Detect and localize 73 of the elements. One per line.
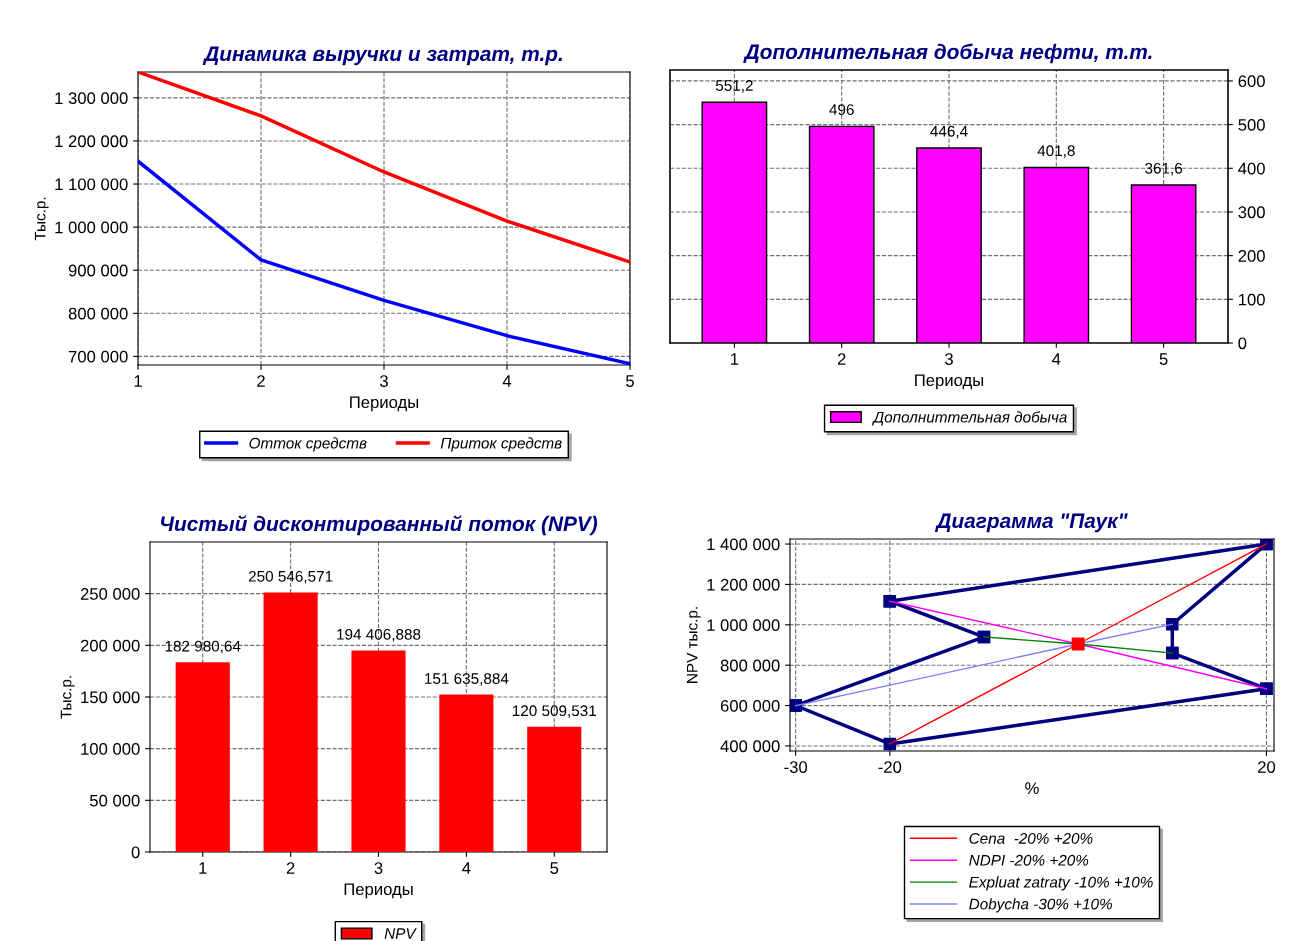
data-label: 250 546,571 xyxy=(248,570,333,584)
y-axis-title: Тыс.р. xyxy=(60,676,75,719)
y2-tick-label: 300 xyxy=(1238,206,1265,219)
y2-tick-label: 600 xyxy=(1238,75,1265,88)
x-tick-label: 3 xyxy=(380,375,388,387)
y-tick-label: 800 000 xyxy=(720,659,780,672)
y-tick-label: 1 000 000 xyxy=(707,619,780,632)
y-tick-label: 1 100 000 xyxy=(55,178,128,191)
y-tick-label: 100 000 xyxy=(81,743,140,755)
data-label: 361,6 xyxy=(1145,162,1183,176)
y-tick-label: 900 000 xyxy=(68,264,128,277)
chart-title: Диаграмма "Паук" xyxy=(934,513,1128,533)
x-tick-label: 4 xyxy=(462,862,471,874)
y2-tick-label: 500 xyxy=(1238,119,1265,131)
x-tick-label: 2 xyxy=(837,353,846,365)
chart-title: Динамика выручки и затрат, т.р. xyxy=(202,46,562,66)
x-tick-label: 20 xyxy=(1258,761,1276,773)
y-axis-title: NPV тыс.р. xyxy=(686,607,701,683)
y-tick-label: 400 000 xyxy=(720,740,780,753)
y-tick-label: 1 000 000 xyxy=(55,221,128,234)
legend-label: Cena -20% +20% xyxy=(969,832,1093,844)
data-label: 446,4 xyxy=(930,125,968,139)
legend-label: Expluat zatraty -10% +10% xyxy=(969,876,1153,891)
x-tick-label: 4 xyxy=(1052,353,1061,365)
y-tick-label: 150 000 xyxy=(81,691,140,704)
data-label: 151 635,884 xyxy=(425,673,509,686)
legend-label: Dobycha -30% +10% xyxy=(969,898,1112,913)
x-tick-label: 3 xyxy=(374,862,383,874)
y-tick-label: 1 300 000 xyxy=(55,92,128,105)
x-axis-title: Периоды xyxy=(350,396,419,412)
x-tick-label: -20 xyxy=(878,761,902,773)
x-tick-label: 1 xyxy=(199,862,207,874)
data-label: 120 509,531 xyxy=(512,705,597,718)
y2-tick-label: 0 xyxy=(1238,337,1247,350)
x-tick-label: -30 xyxy=(784,761,808,773)
x-tick-label: 5 xyxy=(626,375,634,387)
data-label: 496 xyxy=(829,104,854,115)
x-axis-title: Периоды xyxy=(344,883,413,899)
chart-title: Чистый дисконтированный поток (NPV) xyxy=(161,515,598,536)
legend-label: Дополниттельная добыча xyxy=(872,411,1067,426)
x-axis-title: Периоды xyxy=(915,374,984,390)
x-axis-title: % xyxy=(1025,782,1039,794)
y-tick-label: 200 000 xyxy=(80,639,140,652)
legend-label: NPV xyxy=(384,928,417,939)
data-label: 551,2 xyxy=(715,80,753,93)
x-tick-label: 2 xyxy=(257,375,265,387)
y-tick-label: 250 000 xyxy=(80,588,140,600)
y2-tick-label: 200 xyxy=(1238,250,1265,262)
x-tick-label: 3 xyxy=(945,353,953,365)
data-label: 194 406,888 xyxy=(337,628,421,642)
y-tick-label: 0 xyxy=(131,846,140,859)
legend-label: Приток средств xyxy=(440,437,562,452)
x-tick-label: 4 xyxy=(502,375,512,387)
x-tick-label: 2 xyxy=(286,862,295,874)
y2-tick-label: 100 xyxy=(1238,293,1265,306)
data-label: 182 980,64 xyxy=(165,640,241,654)
data-label: 401,8 xyxy=(1037,145,1075,158)
legend-label: Отток средств xyxy=(249,437,367,452)
y-tick-label: 700 000 xyxy=(68,350,128,363)
y-tick-label: 600 000 xyxy=(720,699,780,712)
y2-tick-label: 400 xyxy=(1238,162,1265,175)
y-tick-label: 1 400 000 xyxy=(707,538,780,551)
x-tick-label: 1 xyxy=(134,375,142,387)
x-tick-label: 5 xyxy=(1159,353,1168,365)
y-axis-title: Тыс.р. xyxy=(34,197,49,241)
legend-label: NDPI -20% +20% xyxy=(969,854,1089,866)
x-tick-label: 1 xyxy=(731,353,739,365)
y-tick-label: 1 200 000 xyxy=(707,578,780,591)
y-tick-label: 50 000 xyxy=(89,794,140,807)
y-tick-label: 800 000 xyxy=(68,307,128,320)
chart-title: Дополнительная добыча нефти, т.т. xyxy=(743,43,1152,64)
y-tick-label: 1 200 000 xyxy=(55,135,128,148)
x-tick-label: 5 xyxy=(550,862,559,874)
